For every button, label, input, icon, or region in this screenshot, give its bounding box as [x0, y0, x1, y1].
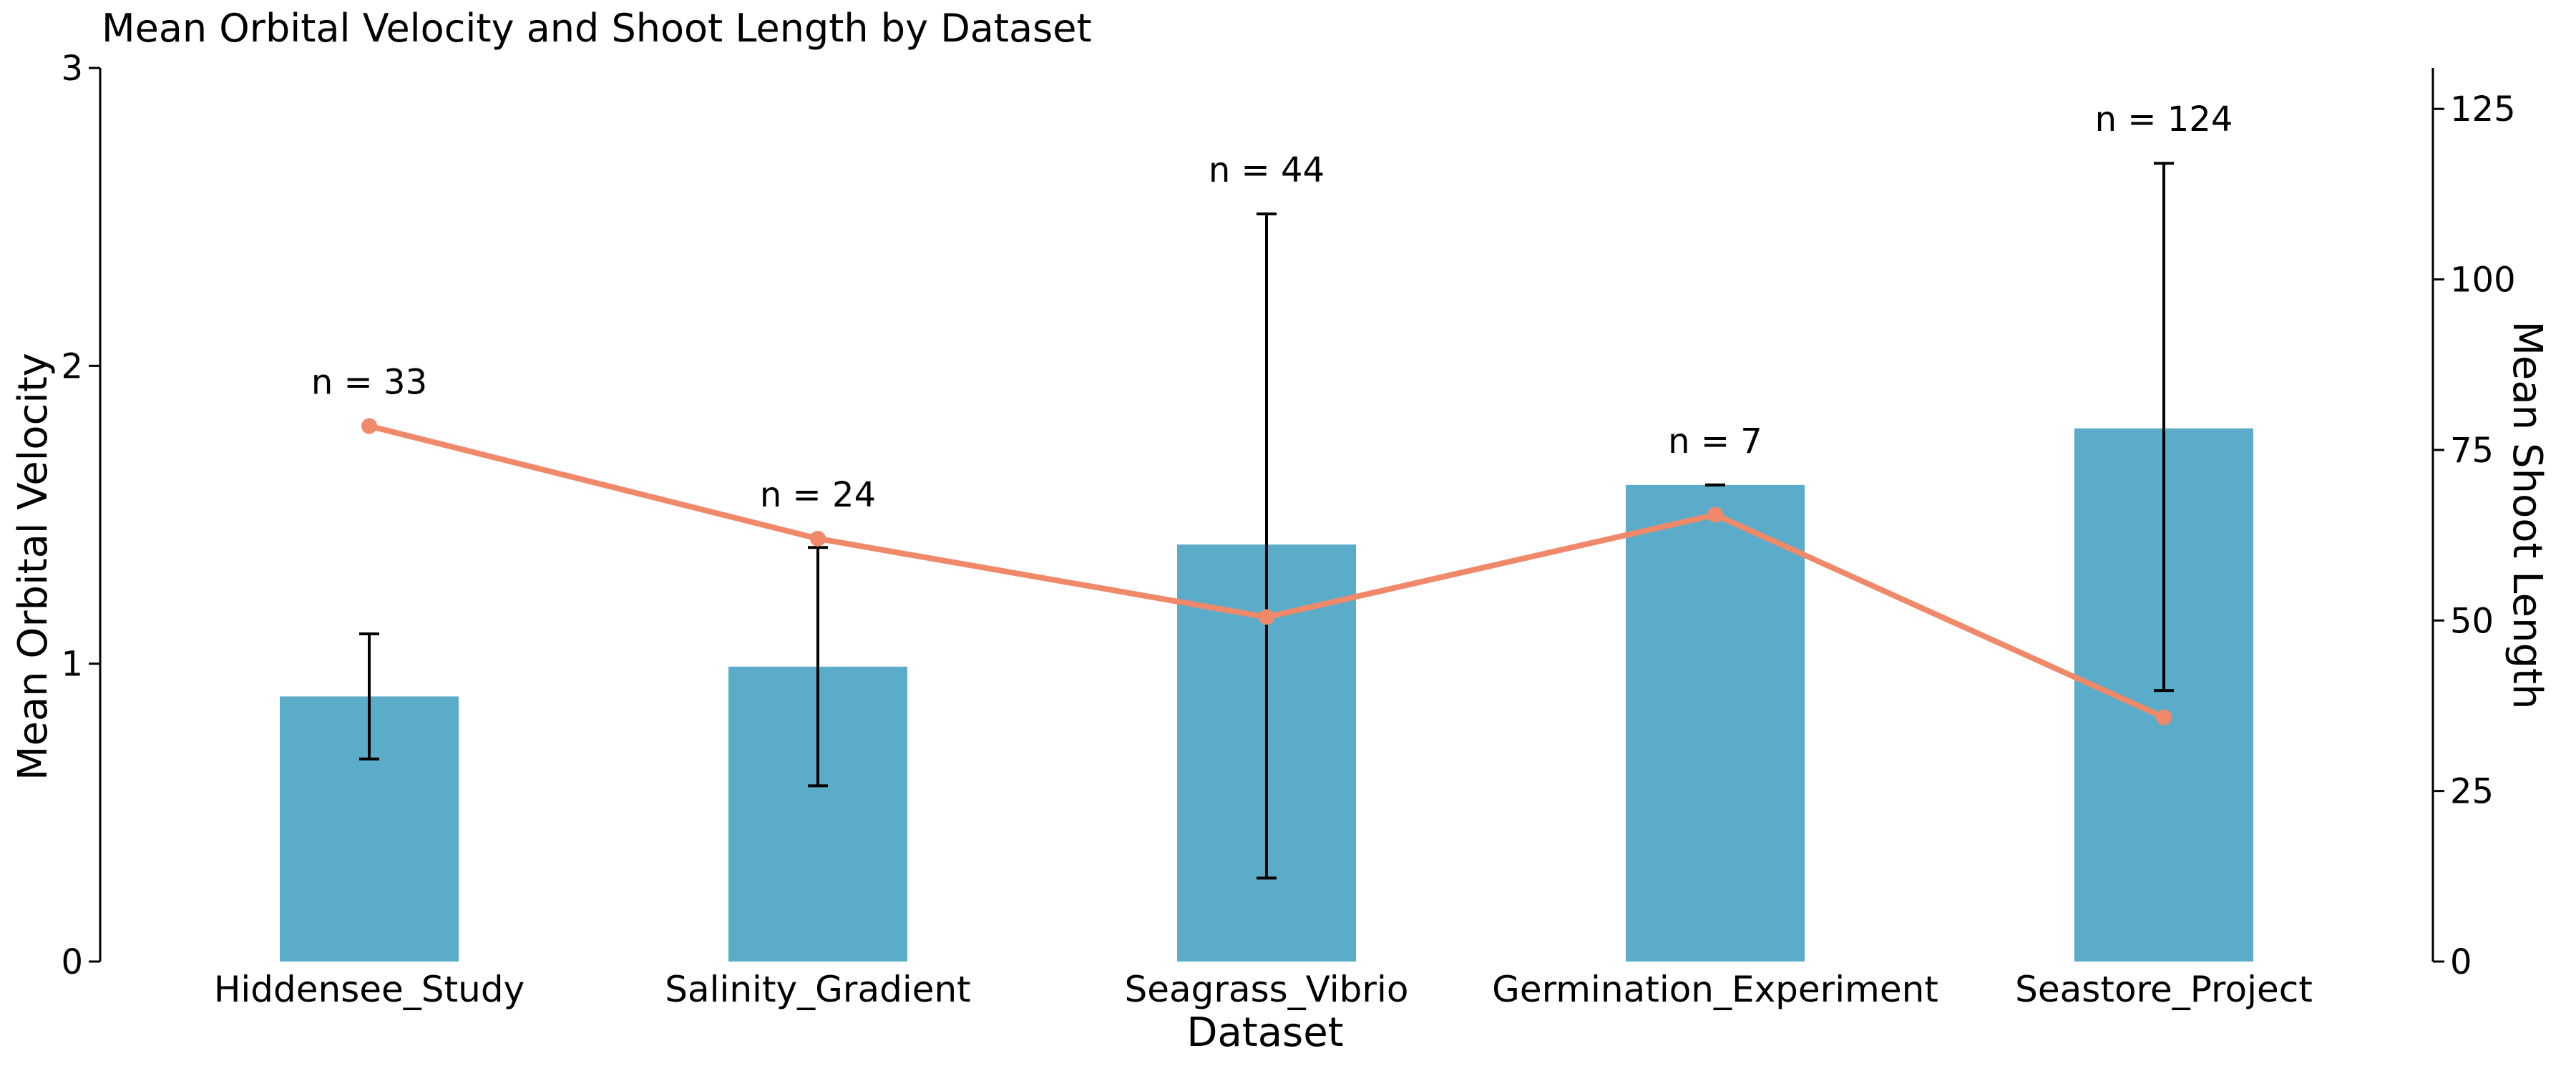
bar — [1626, 484, 1805, 962]
x-tick-label: Salinity_Gradient — [665, 969, 971, 1010]
line-point — [361, 418, 377, 434]
x-tick-label: Seagrass_Vibrio — [1125, 969, 1409, 1010]
chart-title: Mean Orbital Velocity and Shoot Length b… — [102, 6, 1092, 51]
x-tick-label: Hiddensee_Study — [214, 969, 525, 1010]
left-axis-tick-label: 3 — [61, 49, 83, 89]
right-axis-tick-label: 0 — [2450, 942, 2472, 982]
left-y-axis-label: Mean Orbital Velocity — [10, 353, 57, 781]
sample-size-label: n = 44 — [1209, 150, 1324, 190]
line-series — [361, 418, 2172, 725]
right-axis-tick-label: 100 — [2450, 260, 2516, 300]
bar-series — [280, 428, 2253, 962]
right-axis-tick-label: 50 — [2450, 601, 2494, 641]
line-point — [2156, 709, 2172, 725]
right-axis-tick-label: 125 — [2450, 89, 2516, 129]
left-axis-tick-label: 0 — [61, 942, 83, 982]
right-y-axis-label: Mean Shoot Length — [2504, 321, 2550, 710]
sample-size-label: n = 33 — [311, 363, 427, 403]
x-axis-tick-labels: Hiddensee_Study Salinity_Gradient Seagrass… — [214, 969, 2313, 1010]
right-axis-tick-label: 75 — [2450, 431, 2494, 471]
sample-size-annotations: n = 33 n = 24 n = 44 n = 7 n = 124 — [311, 99, 2233, 515]
right-axis-tick-label: 25 — [2450, 772, 2494, 812]
left-axis-tick-label: 1 — [61, 645, 83, 685]
x-axis-label: Dataset — [1186, 1009, 1343, 1056]
x-tick-label: Germination_Experiment — [1492, 969, 1938, 1010]
line-point — [1707, 507, 1723, 523]
line-point — [810, 530, 826, 547]
sample-size-label: n = 24 — [760, 475, 876, 515]
sample-size-label: n = 7 — [1668, 421, 1762, 461]
sample-size-label: n = 124 — [2095, 99, 2233, 140]
left-axis-tick-label: 2 — [61, 346, 83, 386]
line-point — [1259, 609, 1274, 625]
right-y-axis: 0 25 50 75 100 125 — [2431, 68, 2516, 982]
x-tick-label: Seastore_Project — [2015, 969, 2313, 1010]
left-y-axis: 0 1 2 3 — [61, 49, 102, 982]
error-bars — [359, 162, 2174, 880]
